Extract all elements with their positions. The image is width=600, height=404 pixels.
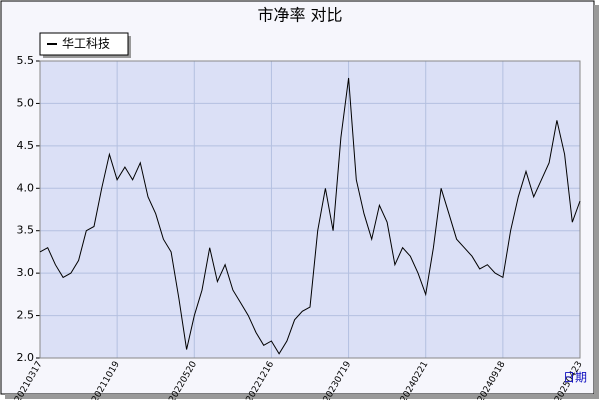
y-tick-label: 3.5 bbox=[17, 224, 35, 237]
y-tick-label: 4.0 bbox=[17, 181, 35, 194]
plot-border bbox=[39, 60, 581, 359]
data-line bbox=[39, 77, 581, 355]
frame-shadow bbox=[594, 5, 599, 398]
legend bbox=[39, 32, 129, 56]
frame-shadow bbox=[5, 394, 599, 399]
y-tick-label: 2.5 bbox=[17, 309, 35, 322]
y-tick-label: 5.5 bbox=[17, 54, 35, 67]
plot-area bbox=[40, 61, 580, 358]
x-axis-label: 日期 bbox=[563, 371, 587, 385]
y-tick-label: 5.0 bbox=[17, 96, 35, 109]
y-tick-label: 4.5 bbox=[17, 139, 35, 152]
y-tick-label: 2.0 bbox=[17, 351, 35, 364]
legend-label: 华工科技 bbox=[62, 37, 110, 51]
chart-title: 市净率 对比 bbox=[257, 6, 342, 25]
y-tick-label: 3.0 bbox=[17, 266, 35, 279]
